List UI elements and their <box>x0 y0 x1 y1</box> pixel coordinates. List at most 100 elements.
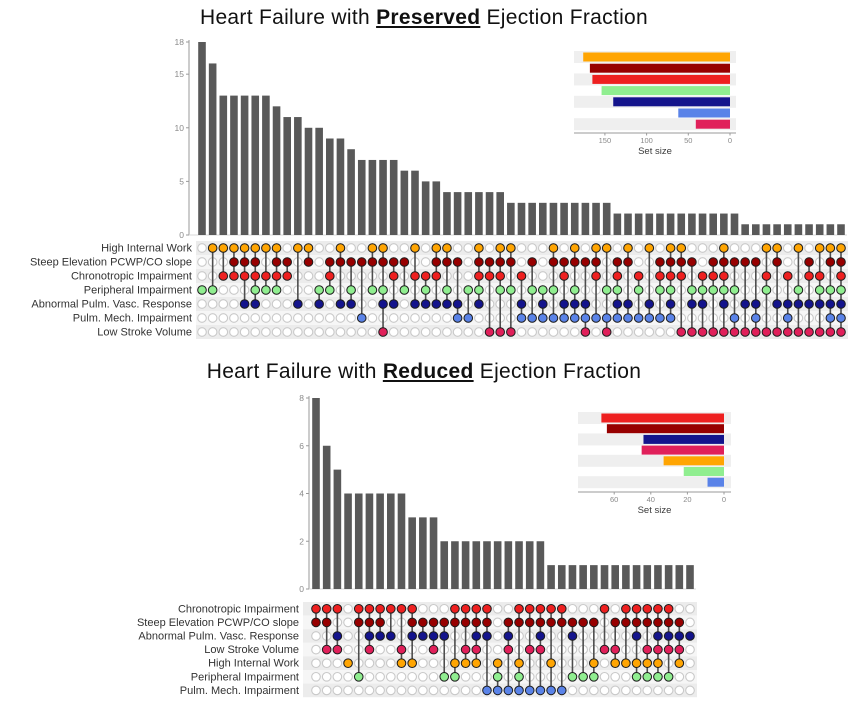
matrix-set-dot <box>642 617 653 628</box>
intersection-bar <box>666 213 675 235</box>
matrix-set-dot <box>506 285 516 295</box>
matrix-empty-dot <box>261 313 271 323</box>
matrix-set-dot <box>450 617 460 628</box>
matrix-row-label: Low Stroke Volume <box>97 327 192 339</box>
matrix-empty-dot <box>420 327 431 337</box>
matrix-set-dot <box>814 299 825 309</box>
matrix-empty-dot <box>420 313 431 323</box>
y-axis-tick-label: 0 <box>179 230 184 240</box>
matrix-set-dot <box>460 617 471 628</box>
matrix-empty-dot <box>567 603 578 614</box>
matrix-set-dot <box>420 299 431 309</box>
intersection-bar <box>496 192 504 235</box>
matrix-set-dot <box>655 271 665 281</box>
matrix-set-dot <box>418 617 428 628</box>
matrix-set-dot <box>503 685 514 696</box>
matrix-set-dot <box>556 685 567 696</box>
intersection-bar <box>294 117 302 235</box>
intersection-bar <box>664 565 673 589</box>
matrix-set-dot <box>612 257 623 267</box>
matrix-empty-dot <box>621 685 631 696</box>
intersection-bar <box>837 224 845 235</box>
matrix-set-dot <box>538 299 548 309</box>
matrix-set-dot <box>825 243 836 253</box>
matrix-set-dot <box>836 313 846 323</box>
matrix-row-label: Steep Elevation PCWP/CO slope <box>137 617 299 629</box>
y-axis-tick-label: 2 <box>299 536 304 546</box>
matrix-empty-dot <box>685 685 695 696</box>
matrix-set-dot <box>612 313 623 323</box>
matrix-set-dot <box>674 631 685 641</box>
intersection-bar <box>198 42 206 235</box>
matrix-empty-dot <box>631 685 642 696</box>
matrix-set-dot <box>836 299 846 309</box>
matrix-set-dot <box>503 644 514 655</box>
matrix-set-dot <box>578 617 588 628</box>
matrix-empty-dot <box>385 658 396 669</box>
matrix-empty-dot <box>685 617 695 628</box>
matrix-set-dot <box>335 299 346 309</box>
matrix-empty-dot <box>588 603 599 614</box>
matrix-set-dot <box>356 313 367 323</box>
matrix-row-label: Abnormal Pulm. Vasc. Response <box>31 299 192 311</box>
matrix-empty-dot <box>399 299 410 309</box>
matrix-set-dot <box>450 604 460 614</box>
matrix-set-dot <box>514 658 524 669</box>
matrix-set-dot <box>353 617 364 628</box>
intersection-bar <box>826 224 835 235</box>
matrix-empty-dot <box>197 327 207 337</box>
matrix-set-dot <box>503 631 514 641</box>
upset-plot-hfpef: 0 5 10 15 18 High Internal Work Steep Elevatio… <box>30 38 848 339</box>
matrix-set-dot <box>495 327 506 337</box>
matrix-set-dot <box>353 604 364 614</box>
matrix-empty-dot <box>197 243 207 253</box>
matrix-empty-dot <box>410 313 420 323</box>
matrix-set-dot <box>591 243 601 253</box>
matrix-row-label: Peripheral Impairment <box>84 285 192 297</box>
matrix-set-dot <box>364 617 375 628</box>
matrix-set-dot <box>644 299 655 309</box>
intersection-bar <box>219 95 228 235</box>
matrix-empty-dot <box>343 617 353 628</box>
matrix-empty-dot <box>311 685 321 696</box>
intersection-bar <box>783 224 792 235</box>
matrix-set-dot <box>719 285 729 295</box>
y-axis-tick-label: 0 <box>299 584 304 594</box>
matrix-set-dot <box>524 644 535 655</box>
title-prefix: Heart Failure with <box>206 360 383 383</box>
matrix-set-dot <box>527 313 537 323</box>
matrix-set-dot <box>663 672 674 682</box>
matrix-set-dot <box>599 644 610 655</box>
intersection-bar <box>525 541 534 589</box>
matrix-set-dot <box>676 243 687 253</box>
matrix-empty-dot <box>271 313 282 323</box>
matrix-set-dot <box>697 271 708 281</box>
matrix-set-dot <box>396 604 407 614</box>
matrix-set-dot <box>708 257 719 267</box>
intersection-bar <box>600 565 609 589</box>
matrix-empty-dot <box>410 327 420 337</box>
matrix-set-dot <box>825 313 836 323</box>
intersection-bar <box>322 445 331 589</box>
matrix-set-dot <box>697 327 708 337</box>
matrix-empty-dot <box>740 243 751 253</box>
matrix-empty-dot <box>346 243 356 253</box>
title-suffix: Ejection Fraction <box>480 6 648 29</box>
matrix-set-dot <box>793 243 804 253</box>
intersection-bar <box>752 224 760 235</box>
matrix-empty-dot <box>375 658 385 669</box>
matrix-set-dot <box>378 327 388 337</box>
matrix-empty-dot <box>665 327 676 337</box>
matrix-empty-dot <box>516 257 527 267</box>
matrix-set-dot <box>492 685 503 696</box>
matrix-set-dot <box>452 257 463 267</box>
matrix-empty-dot <box>492 644 503 655</box>
matrix-empty-dot <box>197 313 207 323</box>
matrix-set-dot <box>814 271 825 281</box>
matrix-row-label: High Internal Work <box>208 658 299 670</box>
matrix-set-dot <box>271 285 282 295</box>
set-size-bar <box>643 434 724 444</box>
intersection-bar <box>461 541 470 589</box>
intersection-bar <box>549 202 558 235</box>
matrix-empty-dot <box>428 671 439 682</box>
